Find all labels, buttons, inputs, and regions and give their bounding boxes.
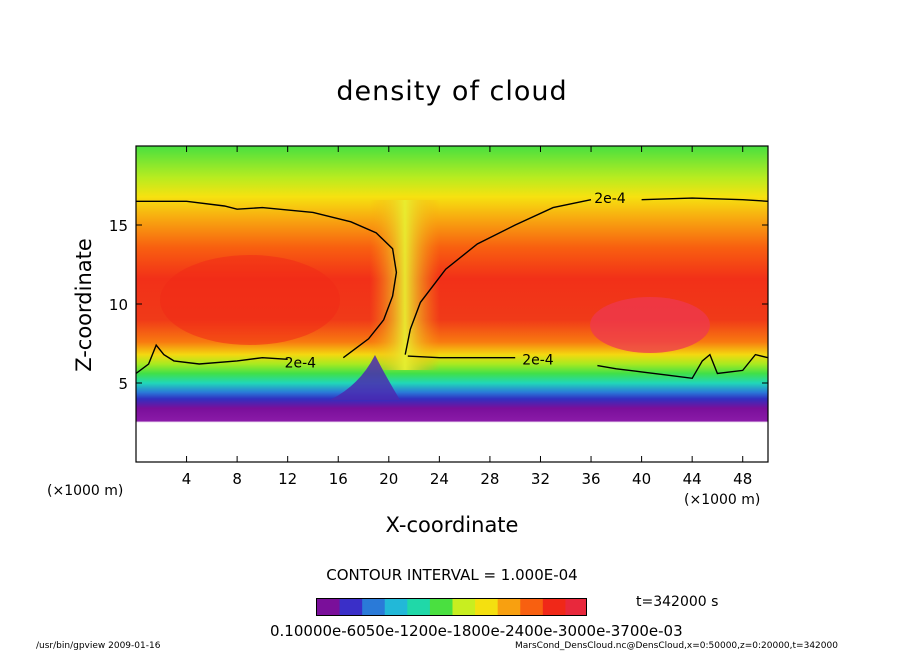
x-tick-label-11: 48: [733, 470, 752, 488]
x-unit-right: (×1000 m): [684, 492, 761, 508]
contour-2e-4-3: [404, 199, 592, 355]
contour-label-1: 2e-4: [285, 355, 317, 371]
x-tick-label-6: 28: [480, 470, 499, 488]
colorbar-segment-0: [317, 599, 341, 615]
x-tick-label-0: 4: [182, 470, 192, 488]
x-unit-left: (×1000 m): [47, 483, 124, 499]
colorbar-segment-9: [520, 599, 544, 615]
contour-labels: 2e-4 2e-4 2e-4: [285, 191, 626, 371]
colorbar-tick-labels: 0.10000e-6050e-1200e-1800e-2400e-3000e-3…: [270, 622, 683, 640]
x-tick-label-2: 12: [278, 470, 297, 488]
y-tick-label-2: 15: [109, 217, 128, 235]
contour-2e-4-0: [136, 200, 398, 359]
colorbar-segment-10: [542, 599, 566, 615]
x-tick-label-10: 44: [683, 470, 702, 488]
colorbar-segment-4: [407, 599, 431, 615]
y-tick-label-0: 5: [118, 375, 128, 393]
colorbar-segment-11: [565, 599, 586, 615]
contour-interval-label: CONTOUR INTERVAL = 1.000E-04: [326, 566, 578, 584]
x-axis-label: X-coordinate: [385, 513, 519, 537]
colorbar-segment-5: [429, 599, 453, 615]
footer-command: /usr/bin/gpview 2009-01-16: [36, 641, 161, 651]
contour-2e-4-2: [641, 197, 768, 202]
heatmap-core-right: [590, 297, 710, 353]
heatmap-core-left: [160, 255, 340, 345]
contour-2e-4-5: [597, 353, 768, 380]
x-tick-label-4: 20: [379, 470, 398, 488]
x-tick-label-5: 24: [430, 470, 449, 488]
colorbar-segment-2: [362, 599, 386, 615]
heatmap-gap-column: [370, 200, 440, 370]
colorbar: [316, 598, 587, 616]
contour-2e-4-4: [407, 355, 516, 359]
colorbar-segment-7: [475, 599, 499, 615]
colorbar-segment-8: [497, 599, 521, 615]
heatmap-bump: [330, 355, 400, 400]
footer-source: MarsCond_DensCloud.nc@DensCloud,x=0:5000…: [515, 641, 838, 651]
x-axis-ticks: 4 8 12 16 20 24 28 32 36 40 44 48: [182, 146, 752, 488]
x-tick-label-7: 32: [531, 470, 550, 488]
contour-lines: [136, 197, 768, 380]
time-label: t=342000 s: [636, 594, 719, 610]
chart-title: density of cloud: [336, 76, 568, 107]
colorbar-segment-3: [384, 599, 408, 615]
x-tick-label-1: 8: [232, 470, 242, 488]
y-axis-ticks: 5 10 15: [109, 217, 768, 393]
x-tick-label-8: 36: [581, 470, 600, 488]
x-tick-label-9: 40: [632, 470, 651, 488]
x-tick-label-3: 16: [329, 470, 348, 488]
contour-2e-4-1: [136, 343, 288, 375]
contour-label-0: 2e-4: [594, 191, 626, 207]
colorbar-segment-1: [339, 599, 363, 615]
contour-label-2: 2e-4: [522, 352, 554, 368]
colorbar-segment-6: [452, 599, 476, 615]
y-tick-label-1: 10: [109, 296, 128, 314]
